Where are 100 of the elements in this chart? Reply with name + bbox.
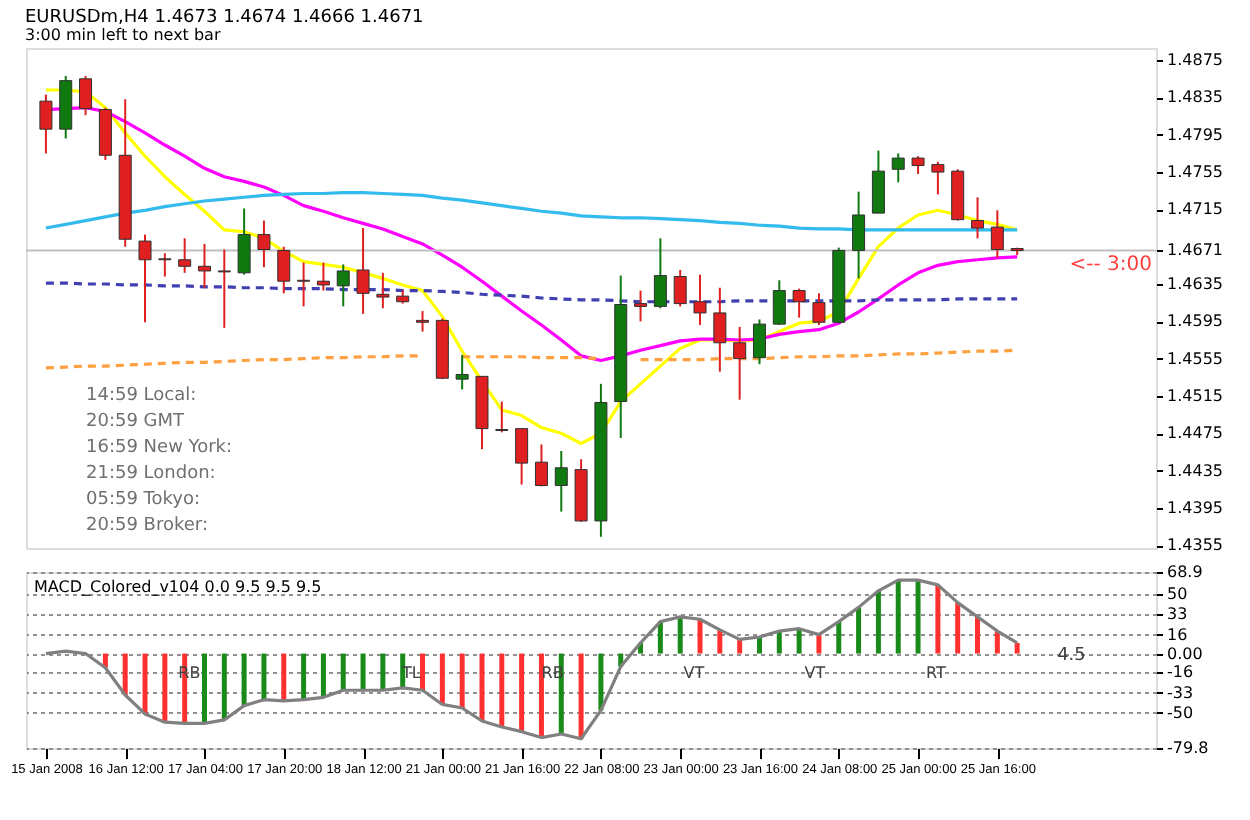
bar [895,580,901,654]
y-tick-label: 1.4875 [1167,51,1223,70]
candlestick [79,74,93,117]
candlestick [495,400,509,434]
text: 4.5 [1057,645,1086,666]
chart-title: MACD_Colored_v104 0.0 9.5 9.5 9.5 [34,578,322,596]
y-tick-label: 1.4635 [1167,275,1223,294]
y-tick-label: 1.4835 [1167,88,1223,107]
bar [677,616,683,654]
candlestick [772,279,786,327]
candlestick [673,269,687,308]
candlestick [158,252,172,278]
bar [836,621,842,654]
chart-title: EURUSDm,H4 1.4673 1.4674 1.4666 1.4671 [25,8,424,28]
bar [479,653,485,722]
candlestick [733,325,747,401]
bar [122,653,128,695]
annotation: <-- 3:00 [1069,254,1152,277]
candlestick [316,261,330,292]
bar [816,634,822,654]
candlestick [455,353,469,391]
candlestick [931,160,945,196]
candlestick [178,237,192,274]
bar [756,636,762,654]
bar [935,584,941,654]
bar [776,631,782,654]
candlestick [39,93,53,155]
y-tick-label: 1.4515 [1167,386,1223,405]
y-tick-label: 0.00 [1167,644,1203,663]
bar [241,653,247,706]
candlestick [237,207,251,276]
candlestick [98,106,112,161]
bar [875,590,881,654]
bar [301,653,307,700]
bar [420,653,426,691]
bar [717,629,723,654]
annotation: 20:59 Broker: [86,516,208,536]
bar [697,619,703,654]
y-tick-label: 33 [1167,605,1188,624]
annotation: VT [683,663,705,682]
y-tick-label: 68.9 [1167,563,1203,581]
candlestick [693,273,707,327]
y-tick-label: 1.4555 [1167,349,1223,368]
bar [519,653,525,732]
bar [340,653,346,691]
annotation: 05:59 Tokyo: [86,490,201,510]
bar [459,653,465,708]
candlestick [752,318,766,366]
bar [578,653,584,739]
candlestick [792,287,806,319]
bar [261,653,267,700]
y-tick-label: 16 [1167,625,1188,644]
candlestick [554,449,568,513]
candlestick [277,245,291,295]
candlestick [138,233,152,324]
bar [380,653,386,691]
bar [281,653,287,701]
candlestick [336,263,350,308]
candlestick [812,292,826,327]
bar [201,653,207,724]
bar [320,653,326,698]
candlestick [634,289,648,323]
annotation: VT [804,663,826,682]
candlestick [971,196,985,240]
bar [955,602,961,654]
bar [221,653,227,720]
bar [142,653,148,714]
y-tick-label: 1.4795 [1167,125,1223,144]
bar [162,653,168,723]
candlestick [197,242,211,289]
y-tick-label: 1.4395 [1167,498,1223,517]
bar [360,653,366,691]
candlestick [416,310,430,333]
bar [439,653,445,705]
y-tick-label: 1.4715 [1167,200,1223,219]
y-tick-label: 1.4671 [1167,241,1223,260]
annotation: 21:59 London: [86,464,216,484]
bar [915,580,921,654]
y-tick-label: 1.4435 [1167,461,1223,480]
candlestick [356,227,370,315]
bar [856,607,862,654]
candlestick [217,248,231,329]
bar [994,631,1000,654]
bar [796,628,802,654]
candlestick [713,286,727,373]
y-tick-label: 50 [1167,585,1188,604]
y-tick-label: 1.4595 [1167,312,1223,331]
bar [538,653,544,738]
y-tick-label: -16 [1167,663,1194,682]
annotation: 20:59 GMT [86,412,186,432]
candlestick [653,237,667,310]
bar [975,616,981,654]
annotation: 14:59 Local: [86,386,197,406]
candlestick [990,209,1004,259]
candlestick [297,261,311,308]
y-tick-label: 1.4755 [1167,163,1223,182]
y-tick-label: -79.8 [1167,739,1209,757]
candlestick [257,219,271,269]
candlestick [515,427,529,486]
bar [598,653,604,711]
